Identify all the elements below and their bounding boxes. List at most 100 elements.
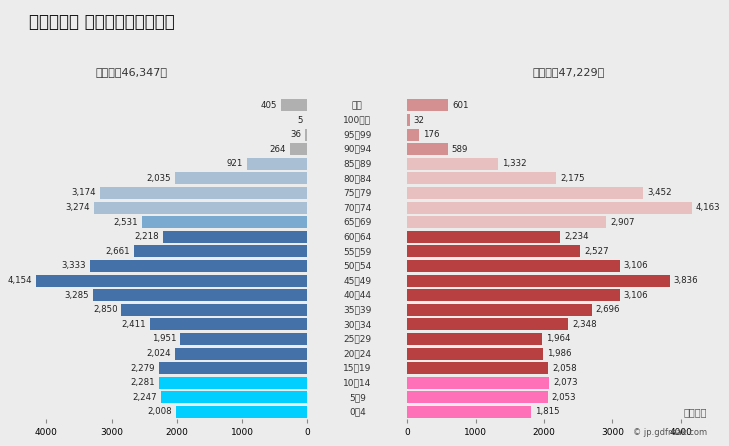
Text: 60～64: 60～64 [343, 232, 372, 241]
Bar [408, 143, 448, 155]
Bar [408, 245, 580, 257]
Bar [408, 333, 542, 345]
Text: 2,411: 2,411 [122, 320, 146, 329]
Text: 男性計：46,347人: 男性計：46,347人 [95, 67, 167, 77]
Bar [408, 362, 548, 374]
Text: 176: 176 [424, 130, 440, 139]
Text: 1,986: 1,986 [547, 349, 572, 358]
Text: 15～19: 15～19 [343, 363, 372, 373]
Text: 405: 405 [260, 101, 277, 110]
Text: 3,274: 3,274 [66, 203, 90, 212]
Text: © jp.gdfreak.com: © jp.gdfreak.com [633, 428, 707, 437]
Bar [408, 304, 592, 316]
Bar [133, 245, 308, 257]
Text: 2,073: 2,073 [553, 378, 578, 387]
Text: 1,332: 1,332 [502, 159, 527, 168]
Bar [408, 275, 669, 287]
Text: 10～14: 10～14 [343, 378, 372, 387]
Bar [142, 216, 308, 228]
Text: 3,106: 3,106 [624, 291, 648, 300]
Text: 3,285: 3,285 [65, 291, 89, 300]
Bar [408, 114, 410, 126]
Text: 1,815: 1,815 [536, 408, 560, 417]
Text: 85～89: 85～89 [343, 159, 372, 168]
Text: 2,696: 2,696 [596, 305, 620, 314]
Text: 2,850: 2,850 [93, 305, 117, 314]
Bar [408, 187, 643, 199]
Text: 2,279: 2,279 [130, 363, 155, 373]
Text: 35～39: 35～39 [343, 305, 372, 314]
Text: 45～49: 45～49 [343, 276, 371, 285]
Text: 1,951: 1,951 [152, 334, 176, 343]
Text: 921: 921 [227, 159, 243, 168]
Text: 2,907: 2,907 [610, 218, 635, 227]
Bar [94, 202, 308, 214]
Bar [408, 347, 543, 359]
Text: 90～94: 90～94 [343, 145, 372, 154]
Text: 2,661: 2,661 [105, 247, 130, 256]
Bar [408, 318, 568, 330]
Bar [161, 391, 308, 403]
Bar [150, 318, 308, 330]
Text: 不詳: 不詳 [352, 101, 363, 110]
Text: 3,452: 3,452 [647, 189, 672, 198]
Bar [101, 187, 308, 199]
Text: 1,964: 1,964 [546, 334, 570, 343]
Text: 80～84: 80～84 [343, 174, 372, 183]
Bar [122, 304, 308, 316]
Text: ２０２０年 四街道市の人口構成: ２０２０年 四街道市の人口構成 [29, 13, 175, 31]
Text: 2,531: 2,531 [114, 218, 139, 227]
Bar [408, 216, 606, 228]
Bar [408, 260, 620, 272]
Text: 70～74: 70～74 [343, 203, 372, 212]
Bar [408, 406, 531, 418]
Text: 2,247: 2,247 [132, 393, 157, 402]
Text: 3,836: 3,836 [674, 276, 698, 285]
Bar [180, 333, 308, 345]
Bar [408, 158, 499, 170]
Text: 2,218: 2,218 [134, 232, 159, 241]
Bar [175, 173, 308, 184]
Bar [408, 99, 448, 112]
Text: 25～29: 25～29 [343, 334, 371, 343]
Bar [408, 231, 560, 243]
Text: 50～54: 50～54 [343, 261, 372, 270]
Text: 36: 36 [290, 130, 301, 139]
Text: 55～59: 55～59 [343, 247, 372, 256]
Text: 3,106: 3,106 [624, 261, 648, 270]
Text: 2,348: 2,348 [572, 320, 596, 329]
Bar [175, 347, 308, 359]
Bar [408, 202, 692, 214]
Bar [247, 158, 308, 170]
Text: 601: 601 [453, 101, 469, 110]
Text: 2,234: 2,234 [564, 232, 589, 241]
Bar [163, 231, 308, 243]
Text: 2,175: 2,175 [560, 174, 585, 183]
Text: 75～79: 75～79 [343, 189, 372, 198]
Bar [408, 173, 556, 184]
Text: 2,281: 2,281 [130, 378, 155, 387]
Text: 2,035: 2,035 [146, 174, 171, 183]
Bar [305, 128, 308, 140]
Text: 女性計：47,229人: 女性計：47,229人 [532, 67, 605, 77]
Text: 3,174: 3,174 [71, 189, 96, 198]
Text: 264: 264 [270, 145, 286, 154]
Text: 2,058: 2,058 [552, 363, 577, 373]
Text: 3,333: 3,333 [61, 261, 86, 270]
Text: 2,527: 2,527 [584, 247, 609, 256]
Bar [93, 289, 308, 301]
Bar [281, 99, 308, 112]
Text: 4,163: 4,163 [696, 203, 720, 212]
Bar [159, 377, 308, 389]
Bar [408, 289, 620, 301]
Text: 589: 589 [452, 145, 468, 154]
Text: 0～4: 0～4 [349, 408, 366, 417]
Text: 2,008: 2,008 [148, 408, 173, 417]
Text: 100歳～: 100歳～ [343, 116, 371, 124]
Bar [36, 275, 308, 287]
Bar [408, 377, 549, 389]
Text: 40～44: 40～44 [343, 291, 371, 300]
Text: 5～9: 5～9 [349, 393, 366, 402]
Text: 30～34: 30～34 [343, 320, 372, 329]
Bar [90, 260, 308, 272]
